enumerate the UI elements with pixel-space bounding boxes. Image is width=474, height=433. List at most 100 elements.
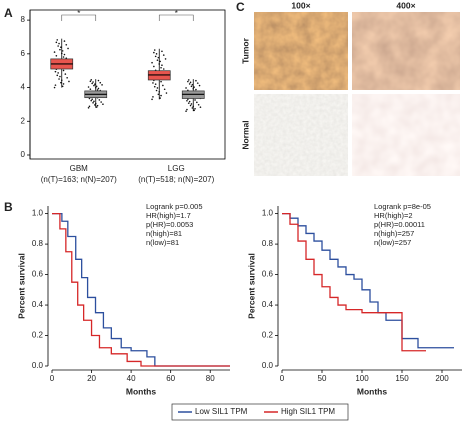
jitter-point xyxy=(157,56,160,59)
panel-label: B xyxy=(4,200,13,214)
stat-text: Logrank p=8e-05 xyxy=(374,202,431,211)
y-axis-label: Percent survival xyxy=(246,253,256,319)
micrograph xyxy=(254,12,348,90)
jitter-point xyxy=(151,98,153,101)
stat-text: p(HR)=0.00011 xyxy=(374,220,425,229)
micrograph xyxy=(352,94,460,176)
y-tick-label: 0.0 xyxy=(32,361,44,370)
jitter-point xyxy=(97,79,100,82)
jitter-point xyxy=(95,85,98,88)
jitter-point xyxy=(56,39,59,41)
jitter-point xyxy=(89,88,92,90)
jitter-point xyxy=(62,83,65,85)
survival-curve xyxy=(52,212,230,367)
jitter-point xyxy=(196,101,198,104)
plot-frame xyxy=(29,9,226,160)
jitter-point xyxy=(162,68,165,70)
jitter-point xyxy=(90,99,93,102)
micrograph xyxy=(352,12,460,90)
x-tick-label: 0 xyxy=(50,374,55,383)
jitter-point xyxy=(92,81,94,83)
jitter-point xyxy=(152,82,154,84)
jitter-point xyxy=(159,97,161,99)
jitter-point xyxy=(63,40,66,42)
jitter-point xyxy=(157,93,160,96)
row-label: Tumor xyxy=(240,37,250,64)
jitter-point xyxy=(55,41,58,44)
jitter-point xyxy=(193,109,195,112)
jitter-point xyxy=(190,103,193,105)
jitter-point xyxy=(187,102,190,104)
jitter-point xyxy=(156,59,159,61)
jitter-point xyxy=(199,106,202,108)
jitter-point xyxy=(161,64,163,67)
legend-label: Low SIL1 TPM xyxy=(195,407,248,416)
y-axis-label: Percent survival xyxy=(16,253,26,319)
jitter-point xyxy=(151,61,153,64)
x-axis-label: Months xyxy=(357,386,387,396)
x-tick-label: 60 xyxy=(166,374,175,383)
jitter-point xyxy=(59,48,61,51)
x-tick-label: 40 xyxy=(127,374,136,383)
significance: * xyxy=(77,9,80,18)
column-label: 100× xyxy=(291,0,310,10)
jitter-point xyxy=(54,84,57,86)
significance-bracket xyxy=(158,14,194,21)
y-tick-label: 0.8 xyxy=(32,239,44,248)
jitter-point xyxy=(189,104,192,107)
jitter-point xyxy=(97,87,100,90)
jitter-point xyxy=(153,65,155,68)
jitter-point xyxy=(163,88,166,91)
jitter-point xyxy=(188,83,191,85)
jitter-point xyxy=(57,72,59,74)
jitter-point xyxy=(191,107,194,109)
jitter-point xyxy=(96,104,99,107)
jitter-point xyxy=(58,42,60,45)
jitter-point xyxy=(94,83,96,85)
jitter-point xyxy=(58,78,60,80)
jitter-point xyxy=(60,46,62,49)
jitter-point xyxy=(94,102,97,105)
jitter-point xyxy=(198,84,201,87)
jitter-point xyxy=(185,87,187,89)
y-tick-label: 0.2 xyxy=(262,331,274,340)
jitter-point xyxy=(62,56,65,58)
jitter-point xyxy=(162,84,164,87)
jitter-point xyxy=(193,86,195,88)
jitter-point xyxy=(63,53,66,56)
jitter-point xyxy=(159,60,161,63)
jitter-point xyxy=(98,99,101,101)
y-tick-label: 1.0 xyxy=(32,209,44,218)
jitter-point xyxy=(56,74,59,77)
column-label: 400× xyxy=(396,0,415,10)
jitter-point xyxy=(192,87,195,90)
jitter-point xyxy=(153,85,156,88)
y-tick-label: 1.0 xyxy=(262,209,274,218)
jitter-point xyxy=(55,54,58,57)
row-label: Normal xyxy=(240,120,250,149)
y-tick-label: 0.0 xyxy=(262,361,274,370)
x-tick-label: LGG xyxy=(168,164,185,173)
jitter-point xyxy=(160,66,162,69)
jitter-point xyxy=(156,87,159,89)
jitter-point xyxy=(187,80,189,83)
survival-curve xyxy=(282,212,426,352)
jitter-point xyxy=(95,106,98,108)
jitter-point xyxy=(185,110,187,112)
stat-text: n(high)=257 xyxy=(374,229,414,238)
y-tick-label: 6 xyxy=(21,49,26,58)
jitter-point xyxy=(60,52,63,55)
jitter-point xyxy=(101,84,103,86)
jitter-point xyxy=(191,83,194,86)
y-tick-label: 0.2 xyxy=(32,331,44,340)
jitter-point xyxy=(194,99,196,101)
jitter-point xyxy=(189,81,192,84)
stat-text: p(HR)=0.0053 xyxy=(146,220,193,229)
jitter-point xyxy=(155,53,158,55)
y-tick-label: 8 xyxy=(21,15,26,24)
stat-text: HR(high)=2 xyxy=(374,211,413,220)
jitter-point xyxy=(186,99,188,102)
x-tick-label: 20 xyxy=(87,374,96,383)
y-tick-label: 2 xyxy=(21,116,26,125)
